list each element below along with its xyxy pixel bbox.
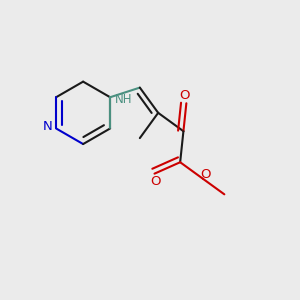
Text: N: N (43, 121, 53, 134)
Text: O: O (151, 176, 161, 188)
Text: NH: NH (115, 93, 132, 106)
Text: O: O (180, 89, 190, 102)
Text: O: O (201, 168, 211, 181)
